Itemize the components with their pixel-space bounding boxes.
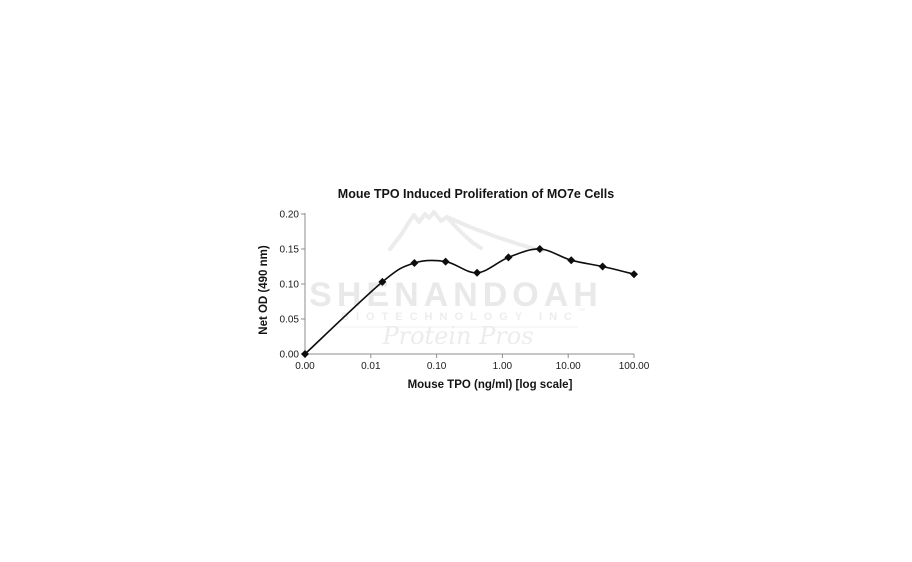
x-tick-label: 0.10 <box>427 361 447 372</box>
x-axis-ticks: 0.00 0.01 0.10 1.00 10.00 100.00 <box>295 354 650 372</box>
chart-title: Moue TPO Induced Proliferation of MO7e C… <box>338 187 614 201</box>
x-tick-label: 100.00 <box>619 361 650 372</box>
y-tick-label: 0.10 <box>280 280 300 291</box>
mountain-logo-icon <box>388 210 483 251</box>
watermark-company-name: SHENANDOAH <box>309 276 603 314</box>
data-point-marker <box>301 350 309 358</box>
data-point-marker <box>567 256 576 265</box>
y-axis-ticks: 0.00 0.05 0.10 0.15 0.20 <box>280 210 305 361</box>
mountain-ridge-icon <box>445 215 544 253</box>
data-point-marker <box>598 262 607 271</box>
series-markers <box>301 245 638 358</box>
x-axis-title: Mouse TPO (ng/ml) [log scale] <box>408 379 573 391</box>
x-tick-label: 0.01 <box>361 361 381 372</box>
series-line <box>304 248 635 355</box>
data-point-marker <box>504 253 513 262</box>
y-tick-label: 0.05 <box>280 315 300 326</box>
y-tick-label: 0.15 <box>280 245 300 256</box>
y-tick-label: 0.00 <box>280 350 300 361</box>
x-tick-label: 10.00 <box>556 361 581 372</box>
data-point-marker <box>535 245 544 253</box>
watermark-tagline: Protein Pros <box>381 322 533 350</box>
data-point-marker <box>378 277 387 286</box>
y-axis-title: Net OD (490 nm) <box>258 245 270 335</box>
watermark-subtitle: BIOTECHNOLOGY INC <box>341 311 579 323</box>
data-point-marker <box>441 257 450 266</box>
company-watermark: SHENANDOAH BIOTECHNOLOGY INC ™ Protein P… <box>309 210 603 350</box>
y-tick-label: 0.20 <box>280 210 300 221</box>
watermark-trademark-symbol: ™ <box>578 308 585 315</box>
data-point-marker <box>473 268 482 277</box>
data-point-marker <box>630 270 638 279</box>
x-tick-label: 1.00 <box>493 361 513 372</box>
data-point-marker <box>410 259 419 267</box>
x-tick-label: 0.00 <box>295 361 315 372</box>
